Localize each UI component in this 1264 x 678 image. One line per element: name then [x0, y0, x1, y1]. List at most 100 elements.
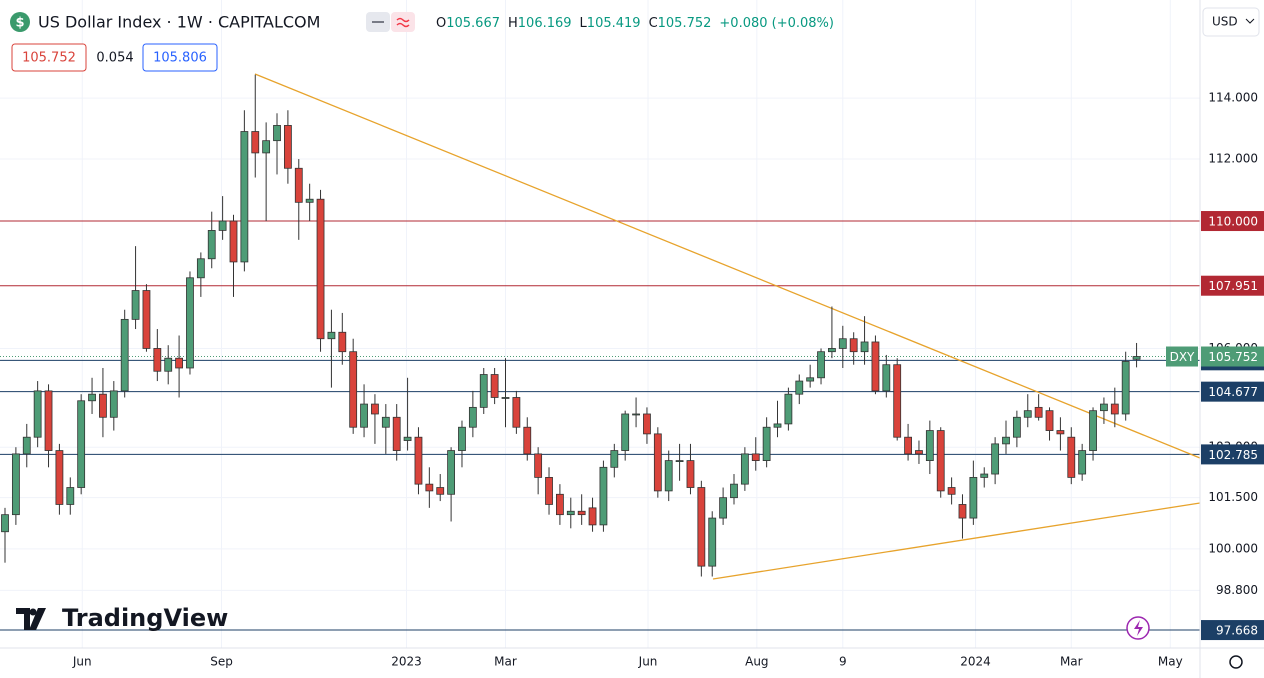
y-tick-label: 114.000	[1208, 91, 1258, 105]
candle-body	[175, 357, 183, 369]
icon	[396, 17, 410, 28]
candle-body	[273, 125, 281, 142]
candle-body	[88, 393, 96, 402]
candle-body	[686, 460, 695, 488]
candle-body	[588, 507, 597, 526]
candle-body	[196, 258, 205, 279]
candle-body	[425, 483, 434, 492]
level-label: 110.000	[1208, 215, 1258, 229]
candle-body	[719, 497, 728, 519]
candle-body	[991, 443, 1000, 475]
candle-body	[316, 198, 325, 340]
candle-body	[947, 487, 956, 495]
level-label-box	[1201, 275, 1264, 296]
candle-body	[904, 436, 912, 455]
candle-body	[44, 390, 53, 451]
currency-button[interactable]	[1202, 7, 1260, 37]
candle-body	[773, 423, 782, 428]
candle-body	[501, 397, 510, 399]
x-tick-label: 2024	[960, 655, 991, 669]
candle-body	[849, 338, 858, 353]
candle-body	[675, 460, 684, 462]
candle-body	[1034, 406, 1043, 418]
logo-mark	[29, 608, 37, 616]
candle-body	[969, 477, 978, 519]
candle-body	[1002, 436, 1010, 445]
y-tick-label: 98.800	[1216, 583, 1258, 597]
candle-body	[153, 348, 162, 372]
candle-body	[1045, 410, 1054, 431]
candle-body	[621, 413, 630, 451]
candle-body	[305, 198, 314, 203]
icon[interactable]	[391, 12, 415, 32]
candle-body	[806, 377, 815, 382]
settings-icon[interactable]	[1229, 655, 1243, 669]
grid	[0, 0, 1200, 648]
x-tick-label: Mar	[1060, 655, 1083, 669]
symbol-badge-text: $	[15, 16, 24, 31]
ohlc-value: 105.667	[446, 16, 500, 31]
ask: 105.806	[153, 51, 207, 66]
candle-body	[523, 426, 532, 455]
candle-body	[458, 426, 466, 451]
candle-body	[99, 393, 107, 418]
candle-body	[882, 364, 891, 392]
x-tick-label: Aug	[745, 655, 768, 669]
candle-body	[762, 426, 771, 461]
level-label: 97.668	[1216, 624, 1258, 638]
logo: TradingView	[62, 604, 228, 632]
x-tick-label: Jun	[72, 655, 92, 669]
candle-body	[327, 331, 336, 340]
candle-body	[240, 131, 249, 263]
candle-body	[436, 487, 445, 495]
candle-body	[860, 341, 869, 353]
x-tick-label: 9	[839, 655, 847, 669]
ohlc-value: 105.752	[658, 16, 712, 31]
logo-mark	[16, 608, 46, 630]
candle-body	[447, 450, 456, 495]
candle-body	[632, 413, 640, 416]
ohlc-label: H	[508, 16, 518, 31]
candle-body	[697, 487, 706, 567]
candle-body	[599, 466, 608, 526]
candle-body	[1100, 403, 1108, 412]
candle-body	[142, 290, 151, 349]
candles	[1, 74, 1141, 577]
candle-body	[338, 331, 347, 353]
candle-body	[262, 140, 271, 154]
ohlc-value: 105.419	[587, 16, 641, 31]
candle-body	[1023, 410, 1032, 418]
candle-body	[349, 351, 358, 428]
candle-body	[55, 450, 64, 505]
currency: USD	[1212, 15, 1238, 29]
candle-body	[958, 504, 967, 519]
ask-box[interactable]	[142, 43, 218, 72]
y-tick-label: 100.000	[1208, 541, 1258, 555]
last-price-label: 105.752	[1208, 350, 1258, 364]
candle-body	[610, 450, 619, 468]
bid: 105.752	[22, 51, 76, 66]
candle-body	[164, 357, 173, 372]
level-label: 104.677	[1208, 385, 1258, 399]
candle-body	[1067, 436, 1076, 478]
level-label: 102.785	[1208, 448, 1258, 462]
candle-body	[1110, 403, 1119, 415]
candle-body	[534, 453, 543, 478]
level-label-box	[1201, 620, 1264, 641]
bid-box[interactable]	[11, 43, 87, 72]
candle-body	[708, 517, 717, 567]
candle-body	[1089, 410, 1097, 451]
trendline	[712, 502, 1201, 580]
x-tick-label: May	[1158, 655, 1183, 669]
candle-body	[1132, 356, 1141, 360]
level-label: 107.951	[1208, 279, 1258, 293]
candle-body	[294, 167, 303, 203]
candle-body	[479, 374, 488, 408]
chart-title: US Dollar Index · 1W · CAPITALCOM	[38, 13, 320, 32]
candle-body	[490, 374, 499, 398]
candle-body	[566, 510, 575, 516]
spread: 0.054	[96, 51, 133, 66]
candle-body	[283, 125, 292, 169]
candle-body	[915, 450, 923, 455]
